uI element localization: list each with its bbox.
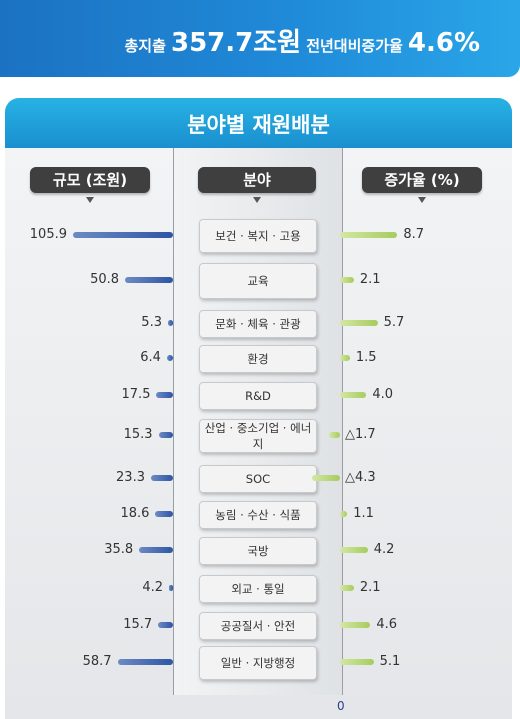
scale-bar	[156, 392, 173, 398]
scale-bar	[139, 547, 173, 553]
category-label: 산업 · 중소기업 · 에너지	[199, 419, 317, 453]
growth-bar	[311, 475, 340, 481]
category-text: R&D	[245, 389, 271, 403]
scale-bar	[158, 432, 173, 438]
growth-value-label: △4.3	[345, 470, 376, 485]
growth-value-label: 5.1	[379, 654, 401, 669]
growth-bar	[340, 392, 367, 398]
scale-value-label: 5.3	[141, 315, 162, 330]
category-text: 산업 · 중소기업 · 에너지	[204, 421, 312, 451]
growth-value-label: 5.7	[383, 315, 405, 330]
growth-bar	[340, 585, 354, 591]
scale-bar	[169, 585, 173, 591]
growth-value-label: 1.1	[353, 506, 374, 521]
scale-bar	[73, 232, 173, 238]
scale-bar	[158, 622, 173, 628]
scale-value-label: 105.9	[29, 227, 67, 242]
category-text: 교육	[247, 274, 269, 288]
category-text: SOC	[245, 472, 271, 486]
category-text: 보건 · 복지 · 고용	[215, 229, 301, 243]
scale-value-label: 18.6	[120, 506, 150, 521]
scale-value-label: 50.8	[90, 272, 120, 287]
scale-bar	[167, 320, 173, 326]
scale-value-label: 17.5	[121, 387, 151, 402]
scale-value-label: 58.7	[82, 654, 112, 669]
growth-bar	[340, 232, 398, 238]
category-label: 보건 · 복지 · 고용	[199, 219, 317, 253]
scale-bar	[117, 659, 173, 665]
scale-bar	[166, 355, 173, 361]
category-label: R&D	[199, 382, 317, 410]
growth-value-label: 4.6	[376, 617, 398, 632]
summary-banner: 총지출 357.7조원 전년대비증가율 4.6%	[0, 0, 520, 77]
category-label: 일반 · 지방행정	[199, 646, 317, 680]
category-label: 교육	[199, 263, 317, 299]
growth-bar	[340, 355, 350, 361]
growth-bar	[340, 320, 378, 326]
category-text: 환경	[247, 352, 269, 366]
scale-bar	[155, 511, 173, 517]
scale-value-label: 15.7	[123, 617, 153, 632]
category-label: 문화 · 체육 · 관광	[199, 310, 317, 338]
category-text: 문화 · 체육 · 관광	[215, 317, 301, 331]
growth-bar	[340, 277, 354, 283]
growth-value-label: 4.2	[373, 542, 395, 557]
growth-header: 증가율 (%)	[362, 167, 482, 193]
scale-value-label: 6.4	[140, 350, 161, 365]
growth-bar	[340, 659, 374, 665]
scale-header: 규모 (조원)	[30, 167, 150, 193]
growth-down-arrow-icon	[418, 197, 426, 203]
scale-value-label: 23.3	[116, 470, 145, 485]
scale-value-label: 35.8	[104, 542, 134, 557]
scale-down-arrow-icon	[86, 197, 94, 203]
scale-bar	[125, 277, 173, 283]
growth-value-label: 2.1	[359, 580, 381, 595]
category-text: 일반 · 지방행정	[220, 656, 296, 670]
growth-value-label: 1.5	[355, 350, 377, 365]
growth-value-label: △1.7	[345, 427, 376, 442]
field-header: 분야	[198, 167, 316, 193]
category-text: 외교 · 통일	[231, 582, 285, 596]
category-label: 농림 · 수산 · 식품	[199, 501, 317, 529]
panel-title: 분야별 재원배분	[187, 113, 330, 137]
summary-text: 총지출 357.7조원 전년대비증가율 4.6%	[125, 22, 481, 59]
category-label: 외교 · 통일	[199, 575, 317, 603]
growth-value-label: 8.7	[403, 227, 425, 242]
category-label: 국방	[199, 537, 317, 565]
scale-value-label: 4.2	[142, 580, 163, 595]
panel-header: 분야별 재원배분	[5, 98, 512, 148]
category-text: 공공질서 · 안전	[220, 619, 296, 633]
scale-bar	[150, 475, 173, 481]
growth-value: 4.6%	[407, 28, 480, 58]
field-down-arrow-icon	[253, 197, 261, 203]
growth-label: 전년대비증가율	[306, 37, 403, 55]
growth-value-label: 4.0	[372, 387, 394, 402]
growth-axis-zero-label: 0	[337, 699, 345, 713]
category-label: 환경	[199, 345, 317, 373]
growth-bar	[340, 547, 368, 553]
total-value: 357.7조원	[171, 28, 302, 58]
scale-value-label: 15.3	[123, 427, 153, 442]
category-label: SOC	[199, 465, 317, 493]
growth-bar	[340, 511, 348, 517]
growth-bar	[328, 432, 340, 438]
category-label: 공공질서 · 안전	[199, 612, 317, 640]
category-text: 농림 · 수산 · 식품	[215, 508, 301, 522]
growth-bar	[340, 622, 371, 628]
category-text: 국방	[247, 544, 269, 558]
total-label: 총지출	[124, 37, 166, 55]
growth-value-label: 2.1	[359, 272, 381, 287]
